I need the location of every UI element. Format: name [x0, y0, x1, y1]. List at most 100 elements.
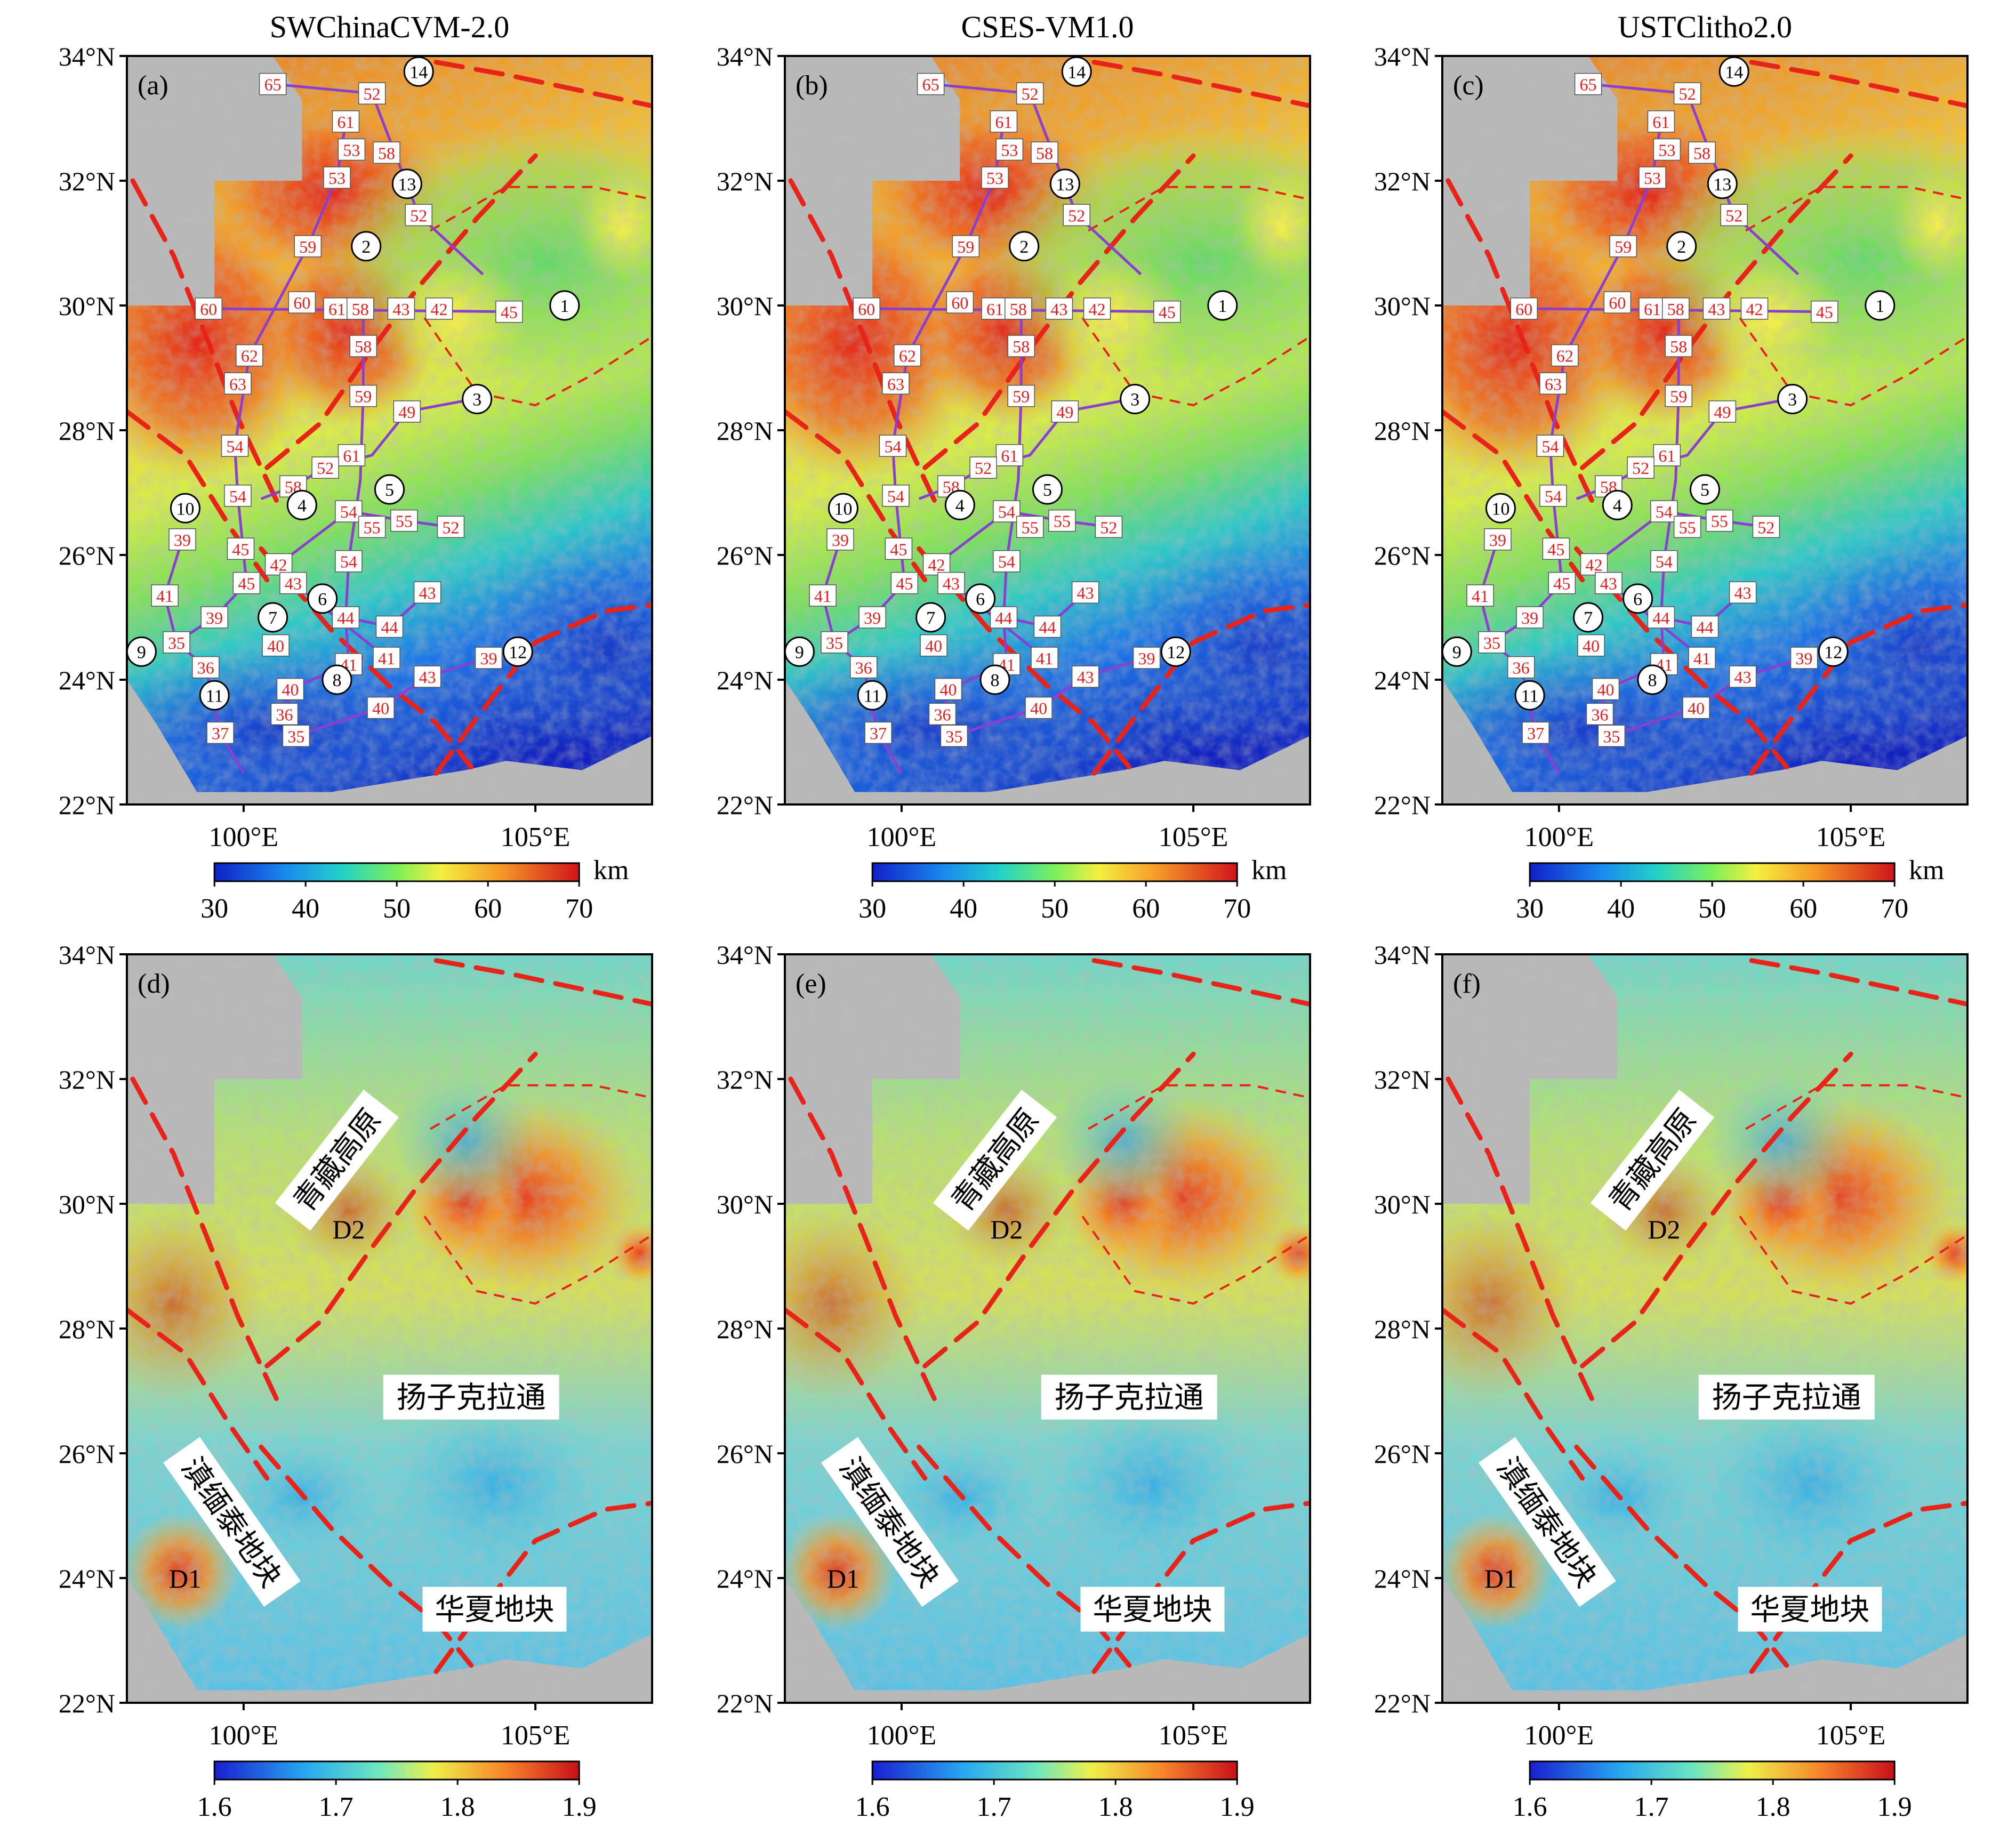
colorbar-tick-label: 1.8 [1756, 1792, 1790, 1822]
depth-value-label: 39 [1516, 606, 1544, 629]
fault-line [1445, 178, 1597, 508]
svg-text:52: 52 [364, 84, 381, 103]
depth-value-label: 45 [232, 572, 261, 594]
svg-text:43: 43 [1077, 583, 1094, 602]
svg-text:36: 36 [934, 705, 951, 724]
depth-value-label: 54 [221, 434, 249, 457]
depth-value-label: 65 [917, 73, 945, 95]
depth-value-label: 39 [1133, 647, 1161, 669]
svg-text:40: 40 [282, 680, 299, 699]
depth-value-label: 62 [1551, 344, 1579, 367]
depth-value-label: 53 [1653, 138, 1681, 161]
lat-tick-label: 32°N [1374, 166, 1431, 196]
depth-value-label: 54 [335, 550, 363, 573]
station-marker: 5 [374, 474, 405, 505]
colorbar-tick-label: 30 [858, 894, 886, 924]
station-marker: 9 [1441, 636, 1472, 667]
svg-text:14: 14 [409, 62, 428, 82]
svg-text:61: 61 [986, 300, 1003, 319]
svg-text:43: 43 [1708, 300, 1725, 319]
svg-text:55: 55 [396, 512, 413, 531]
svg-text:5: 5 [1700, 480, 1709, 500]
depth-value-label: 52 [358, 82, 386, 104]
station-marker: 13 [391, 168, 422, 199]
depth-value-label: 53 [338, 138, 366, 161]
svg-text:6: 6 [1633, 590, 1642, 609]
anomaly-label: D1 [169, 1564, 202, 1593]
svg-text:41: 41 [378, 649, 395, 668]
svg-text:53: 53 [1658, 141, 1675, 160]
fault-line [1091, 1501, 1310, 1674]
fault-line [788, 1076, 939, 1406]
lon-tick-label: 100°E [1524, 822, 1594, 852]
depth-value-label: 43 [1595, 572, 1623, 594]
svg-text:9: 9 [795, 642, 804, 662]
svg-text:52: 52 [1632, 458, 1649, 478]
depth-value-label: 60 [946, 291, 974, 313]
svg-text:10: 10 [834, 499, 852, 519]
svg-text:扬子克拉通: 扬子克拉通 [1712, 1381, 1861, 1415]
basin-boundary [1088, 186, 1310, 232]
svg-text:61: 61 [1001, 446, 1018, 465]
svg-text:61: 61 [328, 300, 346, 319]
depth-value-label: 36 [1507, 656, 1535, 679]
depth-value-label: 58 [347, 297, 374, 320]
svg-text:13: 13 [1713, 175, 1731, 195]
svg-text:54: 54 [884, 437, 901, 456]
svg-text:9: 9 [137, 642, 146, 662]
depth-value-label: 54 [1539, 485, 1567, 507]
depth-value-label: 60 [195, 297, 222, 320]
station-marker: 1 [1207, 290, 1238, 321]
depth-value-label: 58 [373, 141, 400, 164]
station-marker: 13 [1049, 168, 1080, 199]
svg-text:42: 42 [1089, 300, 1106, 319]
map-panel-a: (a) SWChinaCVM-2.0 34°N 32°N 30°N 28°N 26°N 24°… [59, 10, 653, 924]
svg-text:36: 36 [276, 705, 293, 724]
depth-value-label: 55 [1673, 516, 1701, 538]
svg-text:36: 36 [855, 658, 872, 678]
station-marker: 2 [1666, 231, 1697, 262]
tectonic-unit-label: 扬子克拉通 [383, 1374, 559, 1420]
lat-tick-label: 32°N [59, 166, 115, 196]
depth-value-label: 35 [282, 725, 310, 747]
colorbar-tick-label: 1.7 [1634, 1792, 1669, 1822]
station-marker: 8 [979, 664, 1010, 695]
map-panel-d: (d) 34°N 32°N 30°N 28°N 26°N 24°N 22°N 100°E 105°… [59, 940, 653, 1822]
svg-text:42: 42 [270, 556, 287, 575]
svg-text:58: 58 [1693, 143, 1710, 163]
anomaly-label: D2 [990, 1214, 1023, 1244]
lon-tick-label: 100°E [209, 822, 279, 852]
depth-value-label: 55 [1706, 509, 1733, 532]
lat-tick-label: 30°N [1374, 1189, 1431, 1219]
svg-text:42: 42 [1586, 556, 1603, 575]
depth-value-label: 53 [981, 166, 1009, 189]
svg-text:54: 54 [1541, 437, 1559, 456]
svg-text:43: 43 [419, 667, 436, 687]
svg-text:58: 58 [1670, 337, 1687, 356]
depth-value-label: 40 [262, 634, 290, 657]
station-marker: 8 [322, 664, 352, 695]
depth-value-label: 41 [1688, 647, 1716, 669]
lat-tick-label: 30°N [59, 291, 115, 321]
depth-value-label: 59 [1665, 384, 1692, 407]
svg-text:45: 45 [890, 540, 907, 559]
svg-text:42: 42 [431, 300, 448, 319]
fault-line [130, 1076, 282, 1406]
fault-line [433, 1501, 652, 1674]
svg-text:44: 44 [1697, 618, 1714, 637]
colorbar-tick-label: 30 [200, 894, 228, 924]
station-marker: 6 [1623, 583, 1653, 614]
svg-text:61: 61 [1644, 300, 1661, 319]
station-marker: 10 [1485, 493, 1516, 524]
lat-tick-label: 24°N [59, 1564, 115, 1593]
lat-tick-label: 34°N [717, 940, 773, 970]
colorbar-tick-label: 1.9 [562, 1792, 597, 1822]
depth-value-label: 45 [1153, 300, 1181, 323]
fault-line [1574, 1444, 1789, 1668]
tectonic-unit-label: 扬子克拉通 [1041, 1374, 1217, 1420]
depth-value-label: 53 [323, 166, 351, 189]
basin-boundary [1745, 1084, 1967, 1130]
depth-value-label: 35 [821, 631, 848, 654]
lat-tick-label: 28°N [717, 1314, 773, 1344]
depth-value-label: 58 [1031, 141, 1058, 164]
